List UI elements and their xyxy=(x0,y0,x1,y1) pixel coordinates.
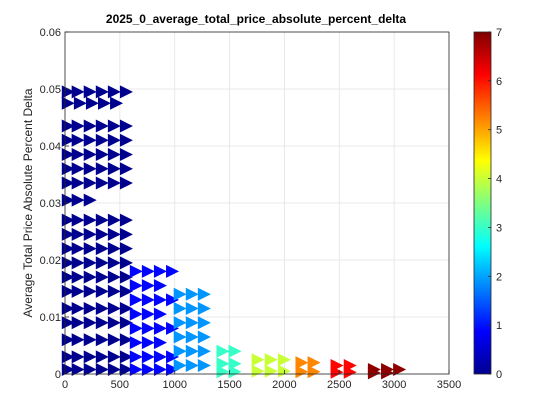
colorbar xyxy=(474,32,491,374)
y-tick-label: 0 xyxy=(55,369,61,381)
chart-title: 2025_0_average_total_price_absolute_perc… xyxy=(106,12,406,26)
x-tick-label: 0 xyxy=(62,379,68,391)
x-tick-label: 3500 xyxy=(437,379,461,391)
x-tick-label: 3000 xyxy=(382,379,406,391)
y-tick-label: 0.01 xyxy=(40,312,61,324)
y-tick-label: 0.02 xyxy=(40,255,61,267)
colorbar-tick-label: 5 xyxy=(496,125,502,137)
x-tick-label: 1000 xyxy=(162,379,186,391)
y-tick-label: 0.05 xyxy=(40,84,61,96)
colorbar-tick-label: 7 xyxy=(496,27,502,39)
colorbar-tick-label: 6 xyxy=(496,76,502,88)
x-tick-label: 2500 xyxy=(327,379,351,391)
x-tick-label: 500 xyxy=(111,379,129,391)
colorbar-tick-label: 3 xyxy=(496,222,502,234)
x-tick-label: 1500 xyxy=(217,379,241,391)
colorbar-tick-label: 0 xyxy=(496,369,502,381)
colorbar-tick-label: 2 xyxy=(496,271,502,283)
colorbar-tick-label: 4 xyxy=(496,174,502,186)
y-axis-label: Average Total Price Absolute Percent Del… xyxy=(21,88,35,317)
x-tick-label: 2000 xyxy=(272,379,296,391)
y-tick-label: 0.04 xyxy=(40,141,61,153)
y-tick-label: 0.03 xyxy=(40,198,61,210)
y-tick-label: 0.06 xyxy=(40,27,61,39)
colorbar-tick-label: 1 xyxy=(496,320,502,332)
